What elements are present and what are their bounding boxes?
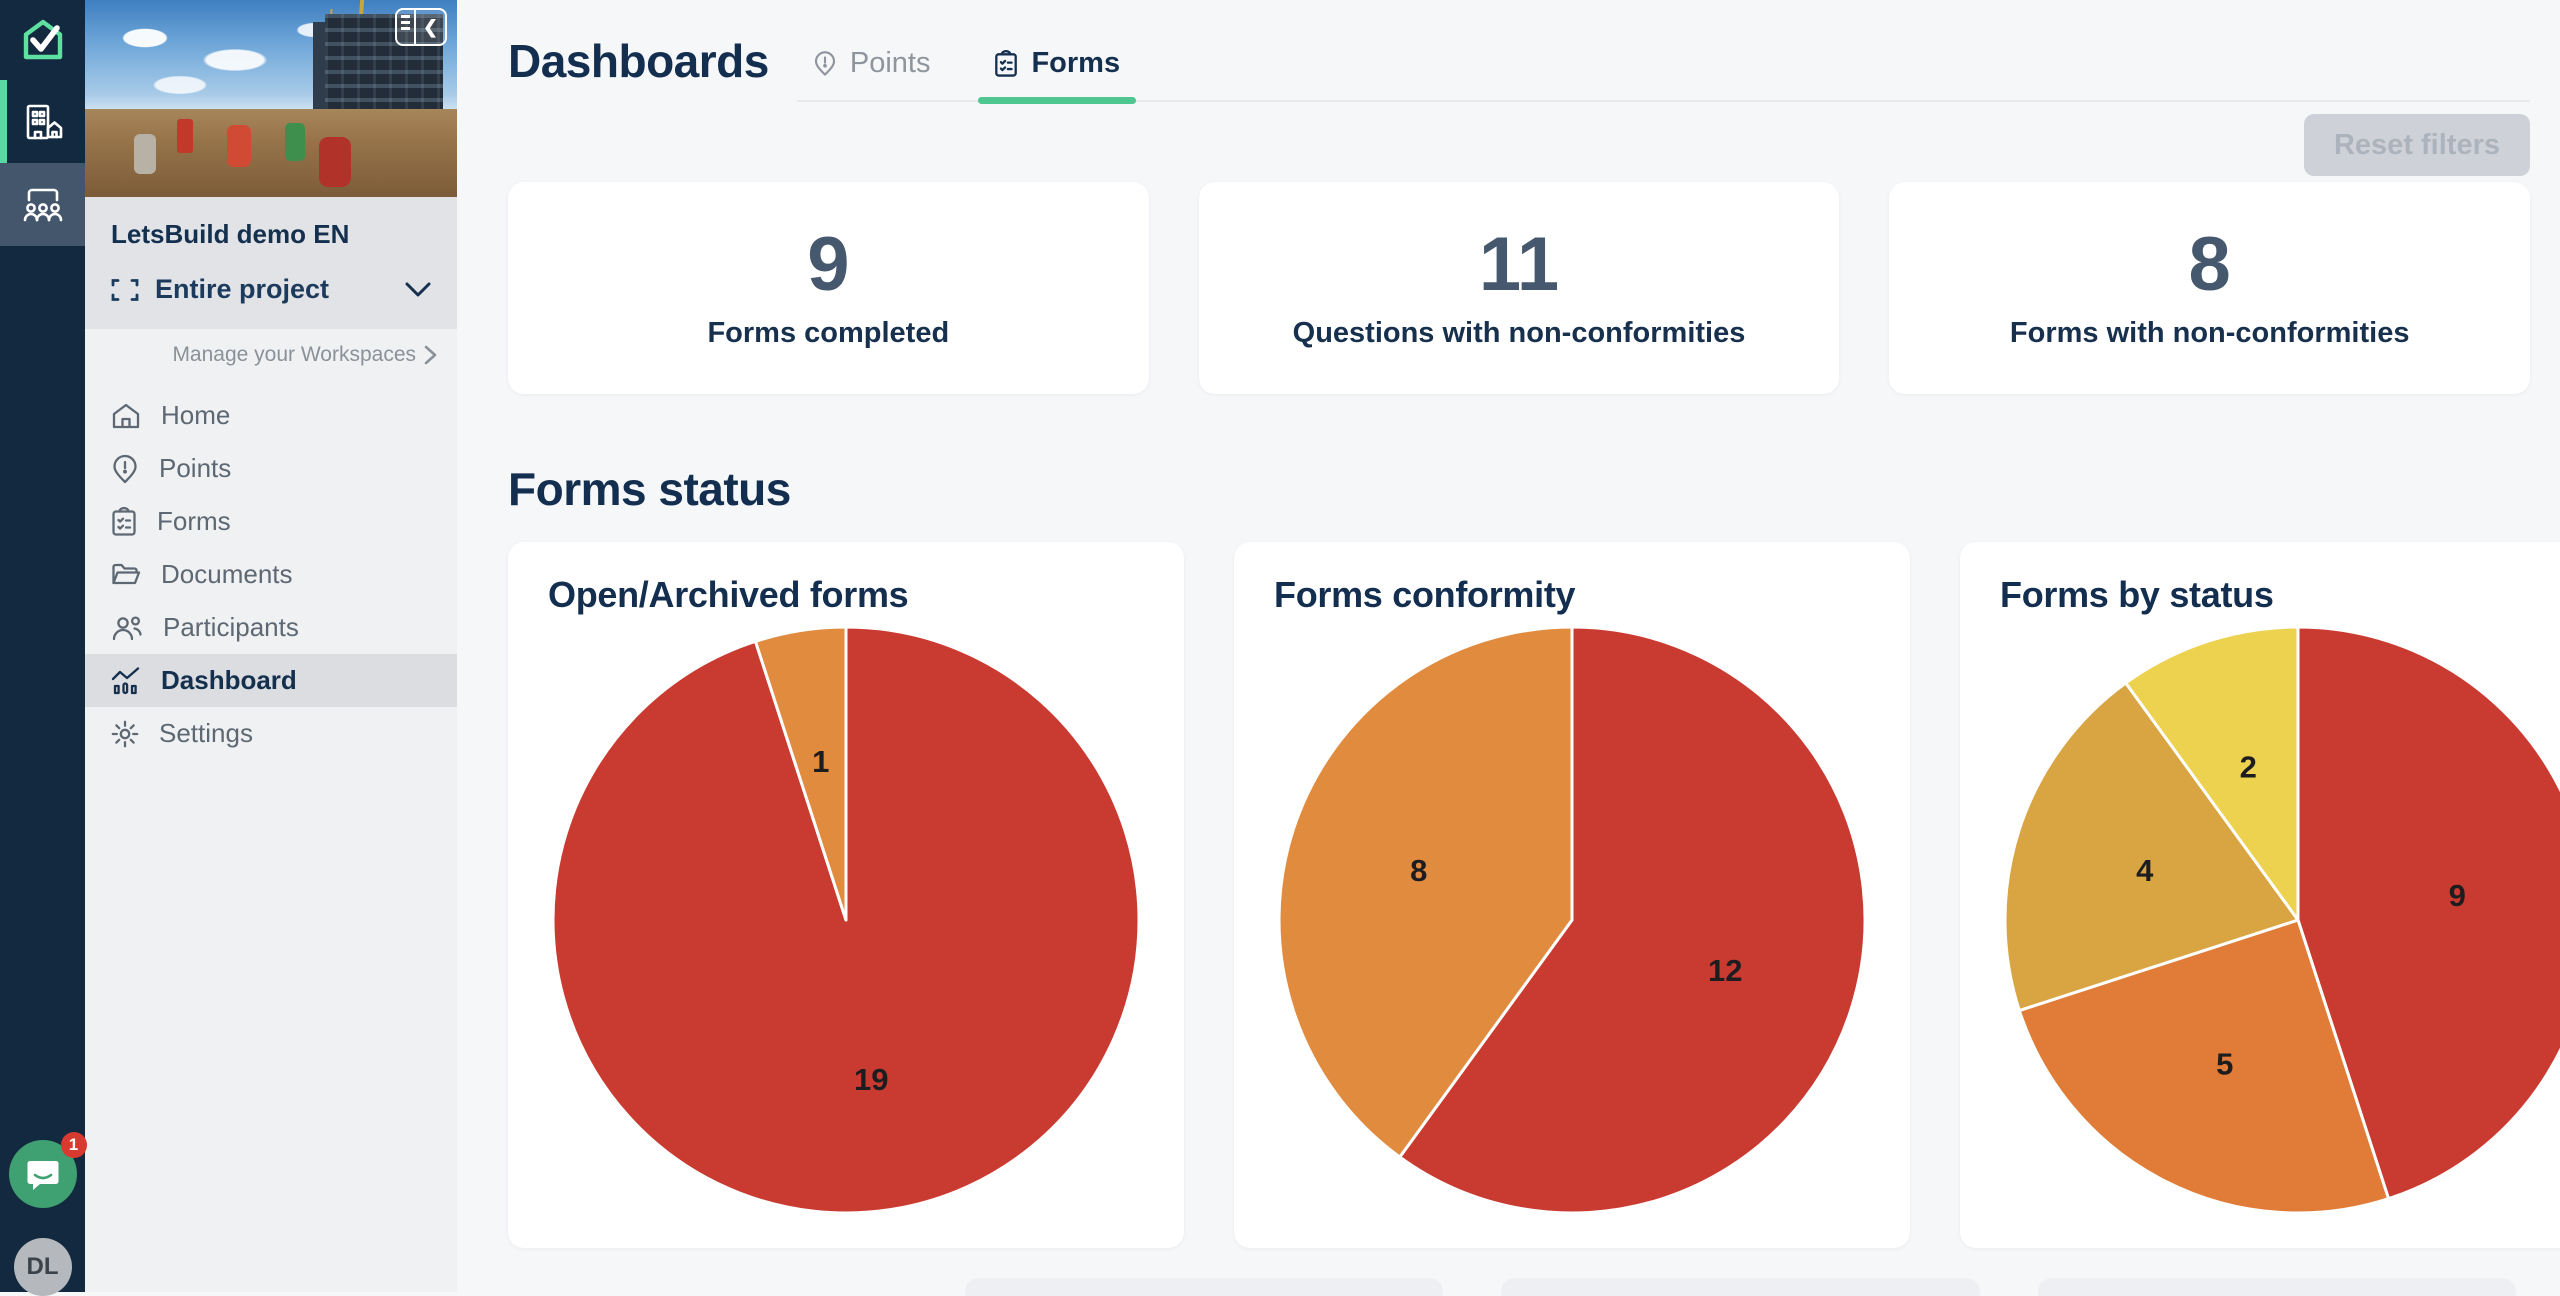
sidebar-menu: Home Points Forms Documents	[85, 389, 457, 760]
clipboard-checklist-icon	[112, 506, 136, 536]
sidebar-item-label: Forms	[157, 506, 231, 536]
stat-value: 8	[2188, 221, 2231, 307]
sidebar-item-participants[interactable]: Participants	[85, 601, 457, 654]
sidebar-item-points[interactable]: Points	[85, 442, 457, 495]
sidebar-header: LetsBuild demo EN Entire project	[85, 197, 457, 329]
stat-card-questions-nonconformities: 11 Questions with non-conformities	[1198, 182, 1840, 394]
sidebar-item-dashboard[interactable]: Dashboard	[85, 654, 457, 707]
folder-open-icon	[112, 563, 141, 584]
sidebar-collapse-button[interactable]: ❮	[395, 8, 447, 46]
chart-title: Forms by status	[2000, 574, 2274, 615]
pie-slice[interactable]	[1398, 625, 1867, 1215]
manage-workspaces-link[interactable]: Manage your Workspaces	[85, 329, 457, 377]
page-header: Dashboards Points Forms	[508, 0, 2530, 104]
reset-filters-button[interactable]: Reset filters	[2303, 114, 2530, 176]
main-content: Dashboards Points Forms Reset fil	[457, 0, 2560, 1296]
tab-label: Forms	[1031, 47, 1121, 79]
chat-button[interactable]: 1	[8, 1132, 87, 1208]
pin-exclamation-icon	[814, 51, 835, 76]
stat-label: Forms completed	[707, 316, 950, 349]
partial-card	[2037, 1278, 2516, 1296]
pie-card-forms-conformity: Forms conformity 12 8	[1234, 542, 1910, 1248]
chart-title: Open/Archived forms	[548, 574, 909, 615]
chevron-left-icon: ❮	[423, 16, 439, 37]
organization-building-icon[interactable]	[0, 80, 85, 163]
sidebar-item-settings[interactable]: Settings	[85, 707, 457, 760]
pie-slice-value: 8	[1410, 853, 1427, 888]
pie-slice[interactable]	[753, 625, 848, 922]
pie-slice-value: 12	[1708, 953, 1742, 988]
manage-workspaces-label: Manage your Workspaces	[172, 343, 416, 366]
chat-unread-badge: 1	[60, 1132, 87, 1158]
home-icon	[112, 403, 140, 428]
panel-icon	[397, 10, 417, 44]
sidebar-item-home[interactable]: Home	[85, 389, 457, 442]
dashboard-tabs: Points Forms	[796, 26, 2530, 104]
filters-bar: Reset filters	[508, 114, 2530, 176]
pie-card-open-archived: Open/Archived forms 19 1	[508, 542, 1184, 1248]
pie-chart-cards: Open/Archived forms 19 1 Forms conformity…	[508, 542, 2560, 1248]
sidebar-item-label: Participants	[163, 612, 299, 642]
stat-value: 9	[807, 221, 850, 307]
tab-points[interactable]: Points	[813, 47, 931, 100]
pie-slice-value: 1	[812, 744, 829, 779]
pie-slice-value: 4	[2136, 853, 2154, 888]
pie-chart: 9 5 4 2	[2000, 622, 2560, 1218]
pie-slice-value: 9	[2449, 878, 2466, 913]
sidebar-item-label: Dashboard	[161, 665, 297, 695]
photo-ground	[85, 109, 457, 197]
pie-slice[interactable]	[2017, 918, 2391, 1215]
pie-slice[interactable]	[2003, 681, 2300, 1013]
stat-label: Questions with non-conformities	[1292, 316, 1746, 349]
line-chart-icon	[111, 666, 140, 694]
letsbuild-logo-icon[interactable]	[0, 0, 85, 80]
people-icon	[112, 615, 142, 640]
pie-chart: 19 1	[548, 622, 1144, 1218]
stat-label: Forms with non-conformities	[2009, 316, 2410, 349]
pie-slice[interactable]	[2296, 625, 2560, 1201]
pie-card-forms-by-status: Forms by status 9 5 4 2	[1960, 542, 2560, 1248]
sidebar-item-label: Home	[161, 400, 231, 430]
pie-slice[interactable]	[1277, 625, 1574, 1159]
stat-cards: 9 Forms completed 11 Questions with non-…	[508, 182, 2531, 394]
stat-card-forms-nonconformities: 8 Forms with non-conformities	[1889, 182, 2531, 394]
sidebar-item-label: Settings	[159, 718, 253, 748]
stat-value: 11	[1478, 221, 1560, 307]
partial-card	[1501, 1278, 1980, 1296]
partial-card	[965, 1278, 1444, 1296]
clipboard-checklist-icon	[995, 49, 1018, 77]
project-name: LetsBuild demo EN	[111, 219, 350, 249]
sidebar-item-forms[interactable]: Forms	[85, 495, 457, 548]
sidebar-item-label: Documents	[161, 559, 293, 589]
photo-machinery	[85, 87, 457, 197]
section-title-forms-status: Forms status	[508, 463, 791, 515]
app-rail: 1 DL	[0, 0, 87, 1296]
next-row-cards-partial	[965, 1278, 2516, 1296]
meeting-people-icon[interactable]	[0, 163, 85, 246]
tab-forms[interactable]: Forms	[978, 47, 1136, 104]
chevron-right-icon	[424, 345, 437, 365]
tab-label: Points	[849, 47, 931, 79]
expand-brackets-icon	[111, 278, 139, 301]
chevron-down-icon	[405, 282, 431, 296]
pin-exclamation-icon	[113, 454, 137, 483]
chart-title: Forms conformity	[1274, 574, 1576, 615]
pie-slice-value: 19	[854, 1062, 888, 1097]
gear-icon	[111, 720, 139, 747]
workspace-selector[interactable]: Entire project	[111, 264, 431, 329]
project-sidebar: ❮ LetsBuild demo EN Entire project Manag…	[85, 0, 457, 1292]
pie-slice-value: 5	[2216, 1047, 2233, 1082]
pie-chart: 12 8	[1274, 622, 1870, 1218]
pie-slice[interactable]	[2124, 625, 2300, 922]
project-photo: ❮	[85, 0, 457, 197]
photo-building	[325, 14, 443, 122]
pie-slice-value: 2	[2240, 750, 2257, 785]
user-avatar[interactable]: DL	[13, 1238, 72, 1296]
sidebar-item-documents[interactable]: Documents	[85, 548, 457, 601]
stat-card-forms-completed: 9 Forms completed	[508, 182, 1149, 394]
workspace-label: Entire project	[155, 274, 330, 304]
sidebar-item-label: Points	[159, 453, 232, 483]
page-title: Dashboards	[508, 35, 769, 87]
